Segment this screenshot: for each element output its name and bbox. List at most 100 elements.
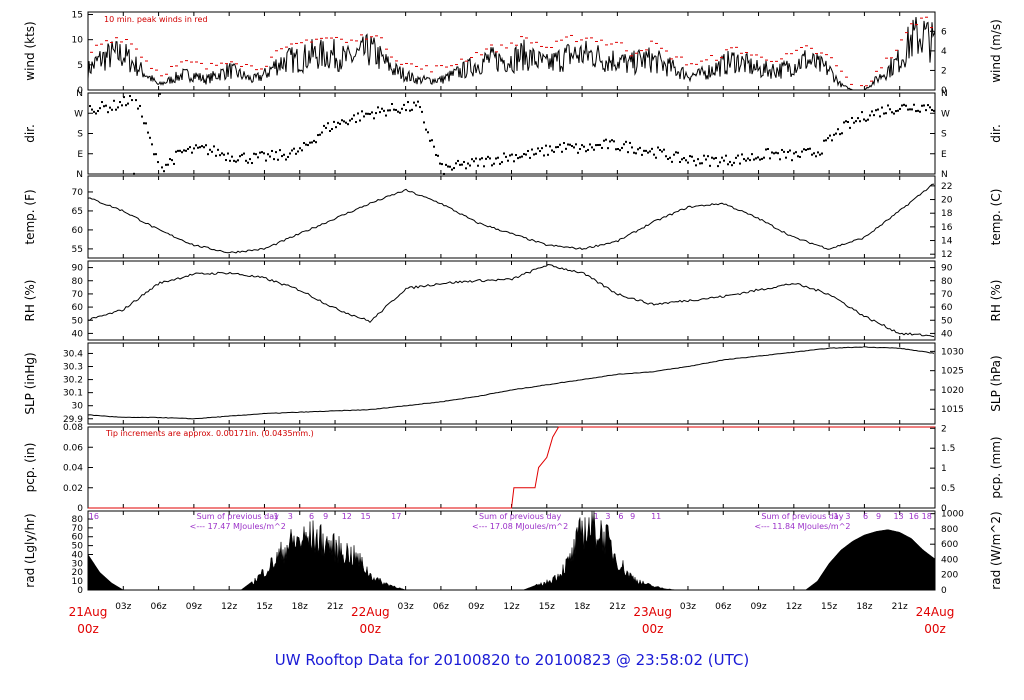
panel-rh: 40 50 60 70 80 90 40 50 60 70 80 90 RH (%) RH (%)	[23, 260, 1003, 341]
direction-point	[477, 164, 479, 167]
y-tick-label: 30.3	[63, 363, 83, 373]
panel-frame	[87, 260, 936, 341]
direction-point	[251, 162, 253, 165]
y-tick-label: 10	[72, 577, 84, 587]
direction-point	[549, 145, 551, 148]
direction-point	[593, 148, 595, 151]
direction-point	[513, 160, 515, 163]
direction-point	[611, 139, 613, 142]
direction-point	[915, 110, 917, 113]
direction-point	[521, 155, 523, 158]
direction-point	[335, 126, 337, 129]
direction-point	[89, 105, 91, 108]
direction-point	[831, 139, 833, 142]
direction-point	[207, 153, 209, 156]
y-tick-label-right: 40	[941, 329, 953, 339]
direction-point	[181, 151, 183, 154]
direction-point	[441, 163, 443, 166]
slp-line	[87, 346, 935, 420]
direction-point	[901, 104, 903, 107]
direction-point	[701, 162, 703, 165]
direction-point	[615, 148, 617, 151]
direction-point	[485, 157, 487, 160]
direction-point	[769, 157, 771, 160]
y-tick-label: N	[76, 170, 83, 180]
direction-point	[263, 152, 265, 155]
direction-point	[301, 149, 303, 152]
y-axis-label-left: pcp. (in)	[23, 443, 37, 493]
direction-point	[811, 153, 813, 156]
direction-point	[849, 126, 851, 129]
direction-point	[151, 143, 153, 146]
direction-point	[809, 147, 811, 150]
precipitation-line	[88, 426, 935, 509]
direction-point	[305, 143, 307, 146]
direction-point	[193, 147, 195, 150]
direction-point	[631, 146, 633, 149]
direction-point	[821, 152, 823, 155]
direction-point	[841, 132, 843, 135]
radiation-area	[87, 510, 936, 591]
direction-point	[527, 149, 529, 152]
direction-point	[421, 110, 423, 113]
direction-point	[621, 146, 623, 149]
direction-point	[743, 158, 745, 161]
direction-point	[765, 148, 767, 151]
direction-point	[221, 152, 223, 155]
direction-point	[523, 153, 525, 156]
direction-point	[233, 159, 235, 162]
direction-point	[495, 157, 497, 160]
y-tick-label-right: E	[941, 150, 947, 160]
direction-point	[587, 148, 589, 151]
direction-point	[629, 141, 631, 144]
direction-point	[853, 121, 855, 124]
daily-total-value: <--- 17.08 MJoules/m^2	[472, 522, 568, 531]
y-tick-label: 30	[72, 559, 84, 569]
direction-point	[921, 104, 923, 107]
daily-total-heading: Sum of previous day	[197, 512, 279, 521]
direction-point	[647, 151, 649, 154]
y-axis-label-right: rad (W/m^2)	[989, 511, 1003, 589]
direction-point	[125, 104, 127, 107]
direction-point	[291, 149, 293, 152]
day-label-time: 00z	[360, 622, 382, 636]
direction-point	[655, 156, 657, 159]
direction-point	[135, 99, 137, 102]
direction-point	[711, 156, 713, 159]
panel-precipitation: 0 0.02 0.04 0.06 0.08 0 0.5 1 1.5 2 pcp. (in) pcp. …	[23, 423, 1003, 514]
x-tick-label: 03z	[680, 602, 696, 612]
y-tick-label: 30	[72, 402, 84, 412]
direction-point	[839, 133, 841, 136]
direction-point	[517, 157, 519, 160]
y-tick-label-right: 1000	[941, 510, 964, 520]
direction-point	[359, 119, 361, 122]
x-axis: 03z 06z 09z 12z 15z 18z 21z 03z 06z 09z 12z 15z 18z 2…	[69, 602, 955, 636]
direction-point	[141, 115, 143, 118]
daily-total-value: <--- 11.84 MJoules/m^2	[754, 522, 850, 531]
direction-point	[491, 164, 493, 167]
x-tick-label: 09z	[186, 602, 202, 612]
direction-point	[707, 155, 709, 158]
direction-point	[565, 147, 567, 150]
direction-point	[589, 143, 591, 146]
y-tick-label: N	[76, 89, 83, 99]
y-tick-label: 5	[77, 61, 83, 71]
panel-frame	[87, 11, 936, 91]
direction-point	[337, 121, 339, 124]
direction-point	[417, 100, 419, 103]
direction-point	[177, 149, 179, 152]
direction-point	[909, 108, 911, 111]
direction-point	[409, 109, 411, 112]
direction-point	[613, 140, 615, 143]
direction-point	[297, 150, 299, 153]
direction-point	[911, 108, 913, 111]
direction-point	[303, 142, 305, 145]
x-tick-label: 06z	[433, 602, 449, 612]
direction-point	[541, 147, 543, 150]
y-tick-label-right: 0	[941, 86, 947, 96]
y-axis-label-left: RH (%)	[23, 280, 37, 322]
direction-point	[533, 153, 535, 156]
direction-point	[699, 162, 701, 165]
direction-point	[729, 160, 731, 163]
direction-point	[515, 154, 517, 157]
